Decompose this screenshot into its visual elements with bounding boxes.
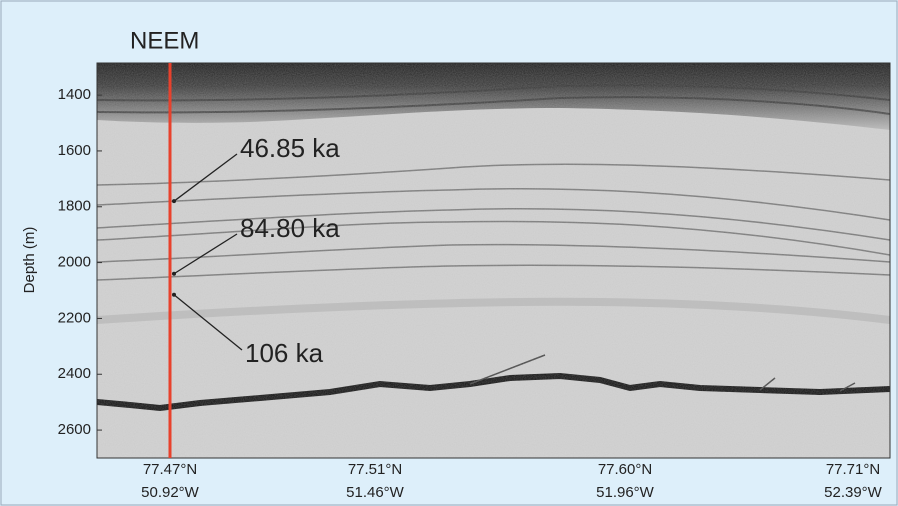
y-tick-label: 2600	[58, 421, 91, 438]
annotation-leader	[173, 233, 238, 275]
x-tick-label: 51.46°W	[346, 484, 405, 501]
y-tick-label: 2000	[58, 254, 91, 271]
x-tick-label: 77.47°N	[143, 461, 197, 478]
annotation-label: 46.85 ka	[240, 133, 340, 163]
radargram-image	[97, 63, 890, 458]
annotation-label: 106 ka	[245, 338, 324, 368]
annotation-leader	[173, 153, 238, 202]
annotation-point	[172, 292, 176, 297]
annotation-point	[172, 271, 176, 276]
x-tick-label: 77.71°N	[826, 461, 880, 478]
chart-title: NEEM	[130, 27, 199, 54]
y-tick-label: 1400	[58, 86, 91, 103]
annotation-leader	[173, 294, 243, 351]
annotation-point	[172, 199, 176, 204]
plot-border	[96, 62, 891, 459]
y-tick-label: 2400	[58, 365, 91, 382]
x-tick-label: 77.60°N	[598, 461, 652, 478]
y-tick-label: 1800	[58, 198, 91, 215]
x-tick-label: 52.39°W	[824, 484, 883, 501]
y-axis-label: Depth (m)	[21, 227, 38, 294]
annotation-label: 84.80 ka	[240, 213, 340, 243]
x-tick-label: 50.92°W	[141, 484, 200, 501]
y-tick-label: 2200	[58, 309, 91, 326]
y-tick-label: 1600	[58, 142, 91, 159]
x-tick-label: 51.96°W	[596, 484, 655, 501]
x-tick-label: 77.51°N	[348, 461, 402, 478]
